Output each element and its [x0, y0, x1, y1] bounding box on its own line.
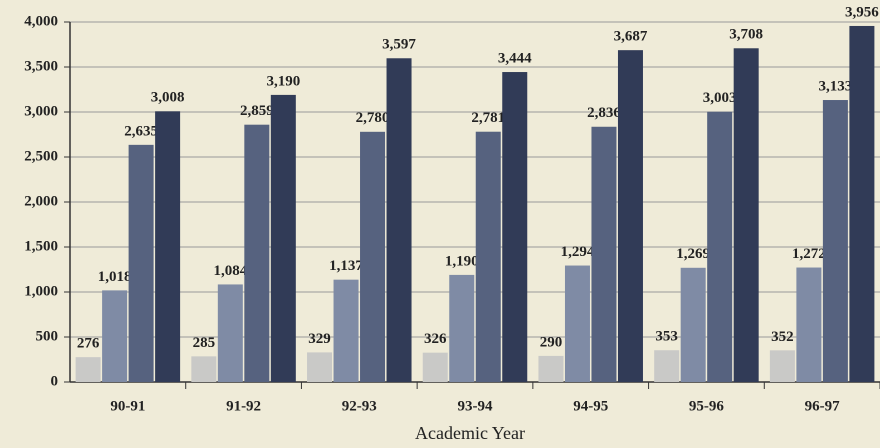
data-label: 2,859: [240, 103, 274, 119]
data-label: 352: [771, 329, 794, 345]
data-label: 1,018: [98, 269, 132, 285]
y-tick-label: 500: [36, 328, 59, 344]
data-label: 2,781: [471, 110, 505, 126]
bar: [128, 144, 154, 382]
bar: [538, 355, 564, 382]
bar: [360, 131, 386, 382]
data-label: 3,687: [614, 29, 648, 45]
data-label: 1,272: [792, 246, 826, 262]
bar: [475, 131, 501, 382]
y-tick-label: 0: [51, 373, 59, 389]
data-label: 1,269: [676, 246, 710, 262]
data-label: 326: [424, 331, 447, 347]
x-tick-label: 95-96: [689, 398, 724, 414]
bar: [102, 290, 128, 382]
y-tick-label: 2,500: [24, 148, 58, 164]
data-label: 285: [193, 335, 216, 351]
x-tick-label: 93-94: [458, 398, 493, 414]
bar: [333, 279, 359, 382]
data-label: 3,956: [845, 4, 879, 20]
x-tick-label: 90-91: [110, 398, 145, 414]
data-label: 353: [655, 329, 678, 345]
bar: [307, 352, 333, 382]
x-tick-label: 91-92: [226, 398, 261, 414]
bar: [796, 267, 822, 382]
y-tick-label: 2,000: [24, 193, 58, 209]
data-label: 3,708: [729, 27, 763, 43]
data-label: 276: [77, 336, 100, 352]
bar: [654, 350, 680, 382]
data-label: 3,444: [498, 50, 532, 66]
data-label: 3,008: [151, 90, 185, 106]
data-label: 1,190: [445, 253, 479, 269]
data-label: 3,133: [819, 78, 853, 94]
bar: [244, 124, 270, 382]
y-tick-label: 1,500: [24, 238, 58, 254]
x-axis-label: Academic Year: [415, 423, 525, 443]
bar: [155, 111, 181, 382]
y-tick-label: 4,000: [24, 13, 58, 29]
data-label: 3,190: [266, 73, 300, 89]
data-label: 3,003: [703, 90, 737, 106]
bar: [502, 72, 528, 382]
bar: [386, 58, 412, 383]
bar: [217, 284, 243, 382]
data-label: 2,780: [356, 110, 390, 126]
bar: [191, 356, 217, 382]
data-label: 290: [540, 334, 563, 350]
data-label: 2,836: [587, 105, 621, 121]
y-tick-label: 3,500: [24, 58, 58, 74]
bar: [849, 25, 875, 383]
bar: [769, 350, 795, 382]
bar: [707, 111, 733, 382]
bar: [617, 50, 643, 383]
data-label: 1,137: [329, 258, 363, 274]
data-label: 3,597: [382, 37, 416, 53]
y-tick-label: 3,000: [24, 103, 58, 119]
bar: [680, 267, 706, 382]
data-label: 1,084: [213, 263, 247, 279]
bar: [733, 48, 759, 382]
bar: [75, 357, 101, 382]
bar: [591, 126, 617, 382]
y-tick-label: 1,000: [24, 283, 58, 299]
x-tick-label: 92-93: [342, 398, 377, 414]
data-label: 2,635: [124, 123, 158, 139]
x-tick-label: 94-95: [573, 398, 608, 414]
x-tick-label: 96-97: [805, 398, 840, 414]
bar: [564, 265, 590, 382]
bar: [270, 94, 296, 383]
bar: [422, 352, 448, 382]
data-label: 329: [308, 331, 331, 347]
bar: [449, 274, 475, 382]
bar: [822, 100, 848, 382]
data-label: 1,294: [561, 244, 595, 260]
